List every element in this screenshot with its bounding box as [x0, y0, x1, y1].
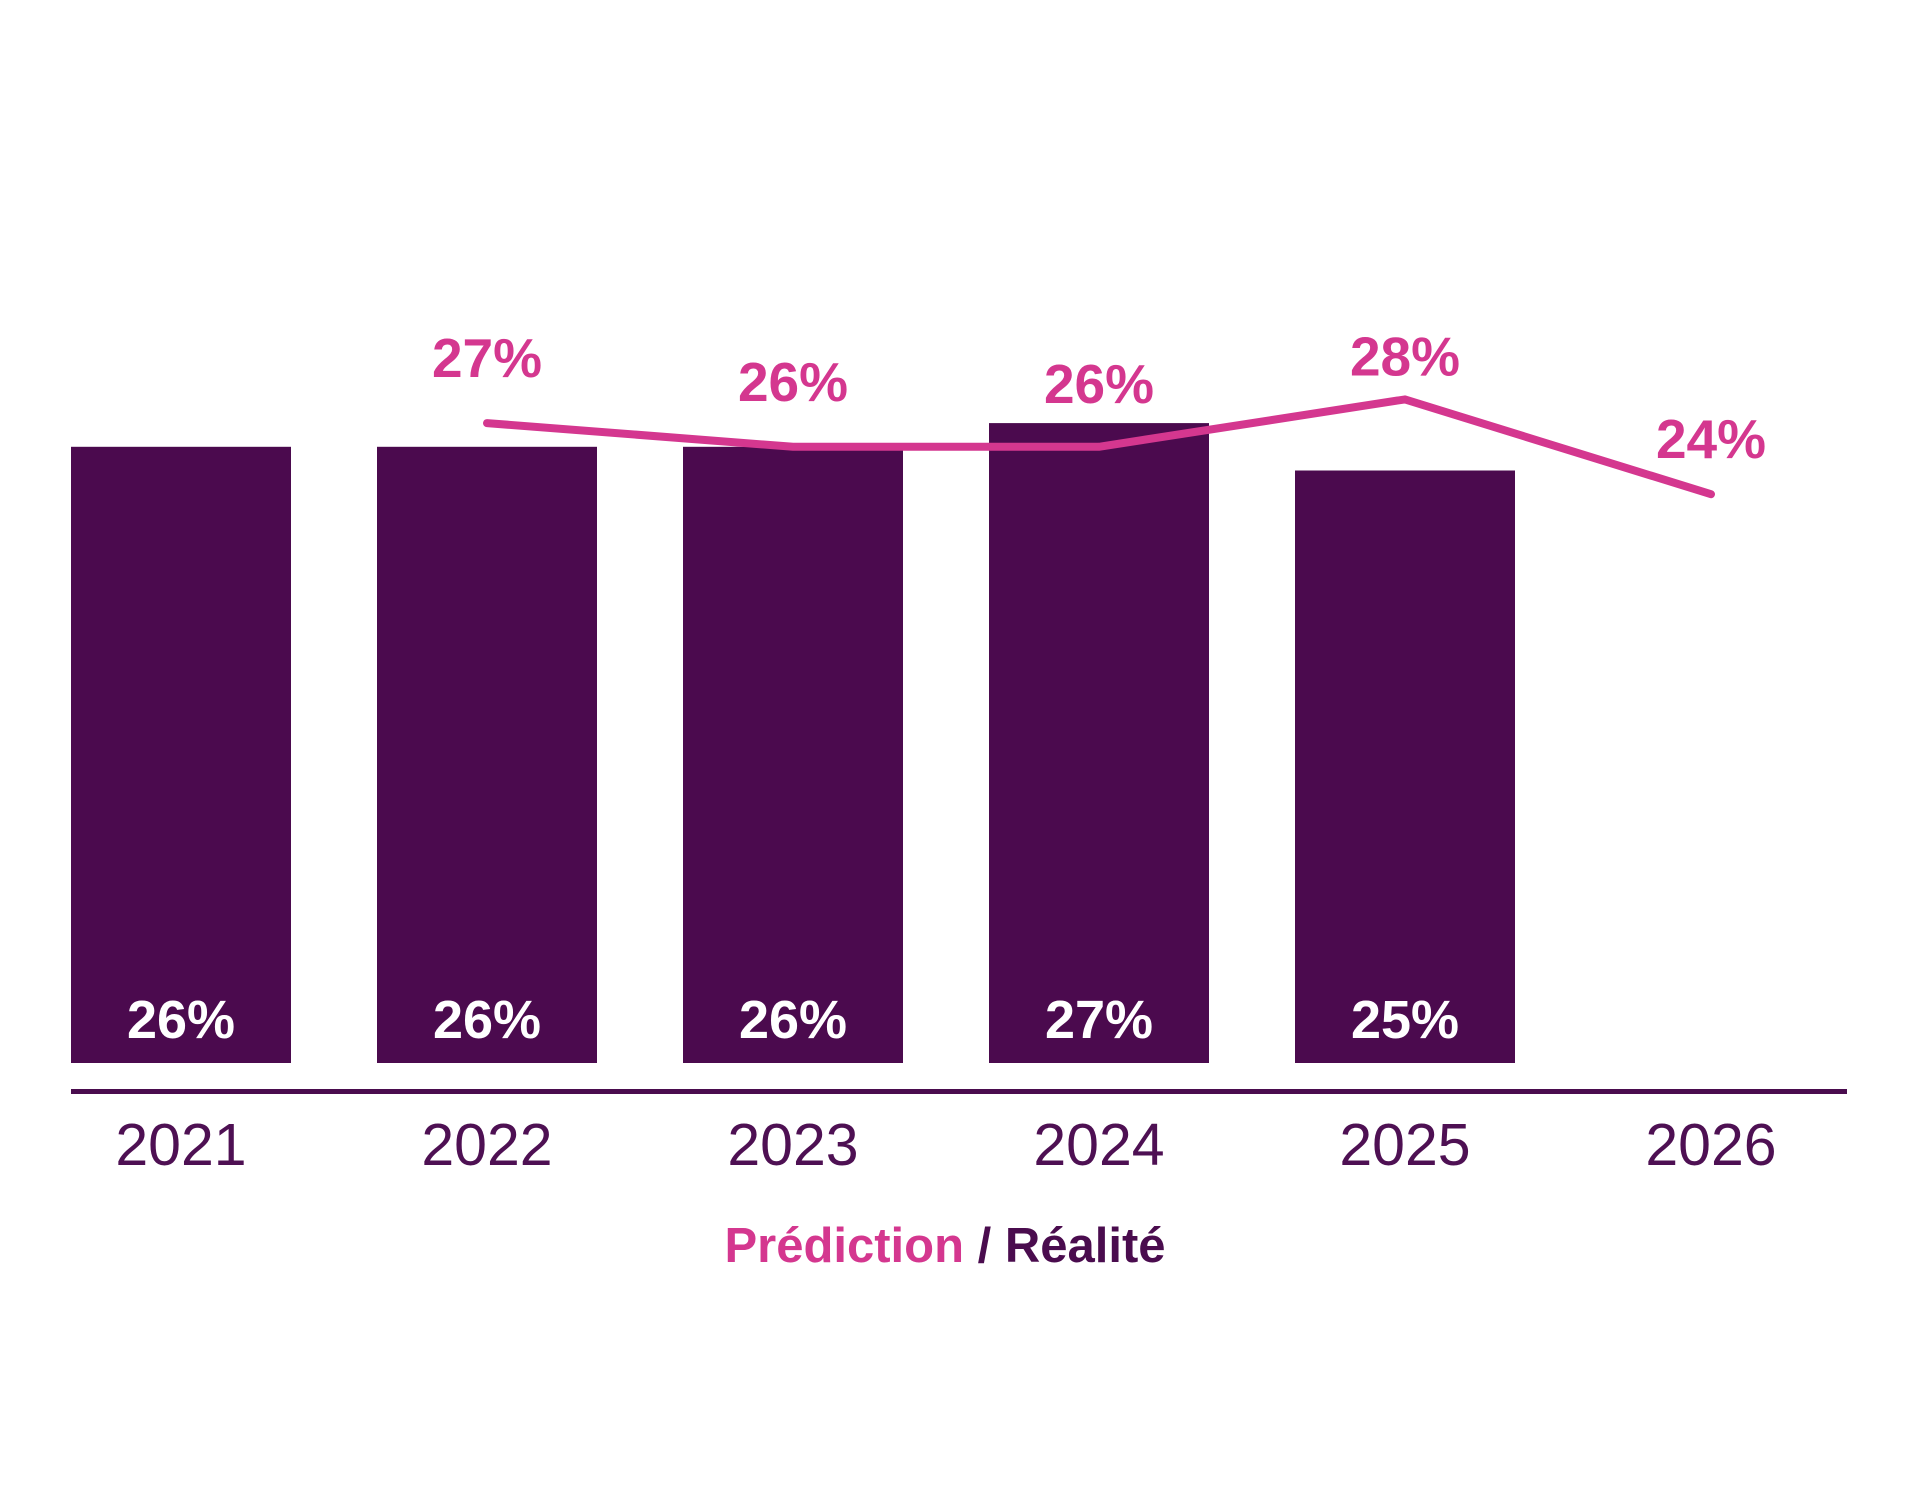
bar-label-2023: 26% — [739, 990, 847, 1050]
line-label-2025: 28% — [1350, 325, 1460, 387]
legend-part-2: Réalité — [1005, 1219, 1166, 1273]
line-label-2024: 26% — [1044, 353, 1154, 415]
x-label-2023: 2023 — [727, 1112, 858, 1178]
bar-2021 — [71, 446, 291, 1063]
line-label-2026: 24% — [1656, 408, 1766, 470]
legend-part-0: Prédiction — [724, 1219, 964, 1273]
x-label-2021: 2021 — [115, 1112, 246, 1178]
line-label-2023: 26% — [738, 351, 848, 413]
x-label-2026: 2026 — [1645, 1112, 1776, 1178]
bar-label-2022: 26% — [433, 990, 541, 1050]
x-label-2024: 2024 — [1033, 1112, 1164, 1178]
bar-label-2024: 27% — [1045, 990, 1153, 1050]
bar-label-2021: 26% — [127, 990, 235, 1050]
x-axis-line — [71, 1089, 1847, 1094]
line-label-2022: 27% — [432, 327, 542, 389]
legend-part-1: / — [964, 1219, 1005, 1273]
x-label-2022: 2022 — [421, 1112, 552, 1178]
bar-2024 — [989, 423, 1209, 1064]
legend: Prédiction / Réalité — [724, 1219, 1165, 1273]
bar-label-2025: 25% — [1351, 990, 1459, 1050]
x-label-2025: 2025 — [1339, 1112, 1470, 1178]
bar-2025 — [1295, 470, 1515, 1063]
bar-2022 — [377, 446, 597, 1063]
bar-2023 — [683, 446, 903, 1063]
prediction-line — [483, 395, 1715, 499]
